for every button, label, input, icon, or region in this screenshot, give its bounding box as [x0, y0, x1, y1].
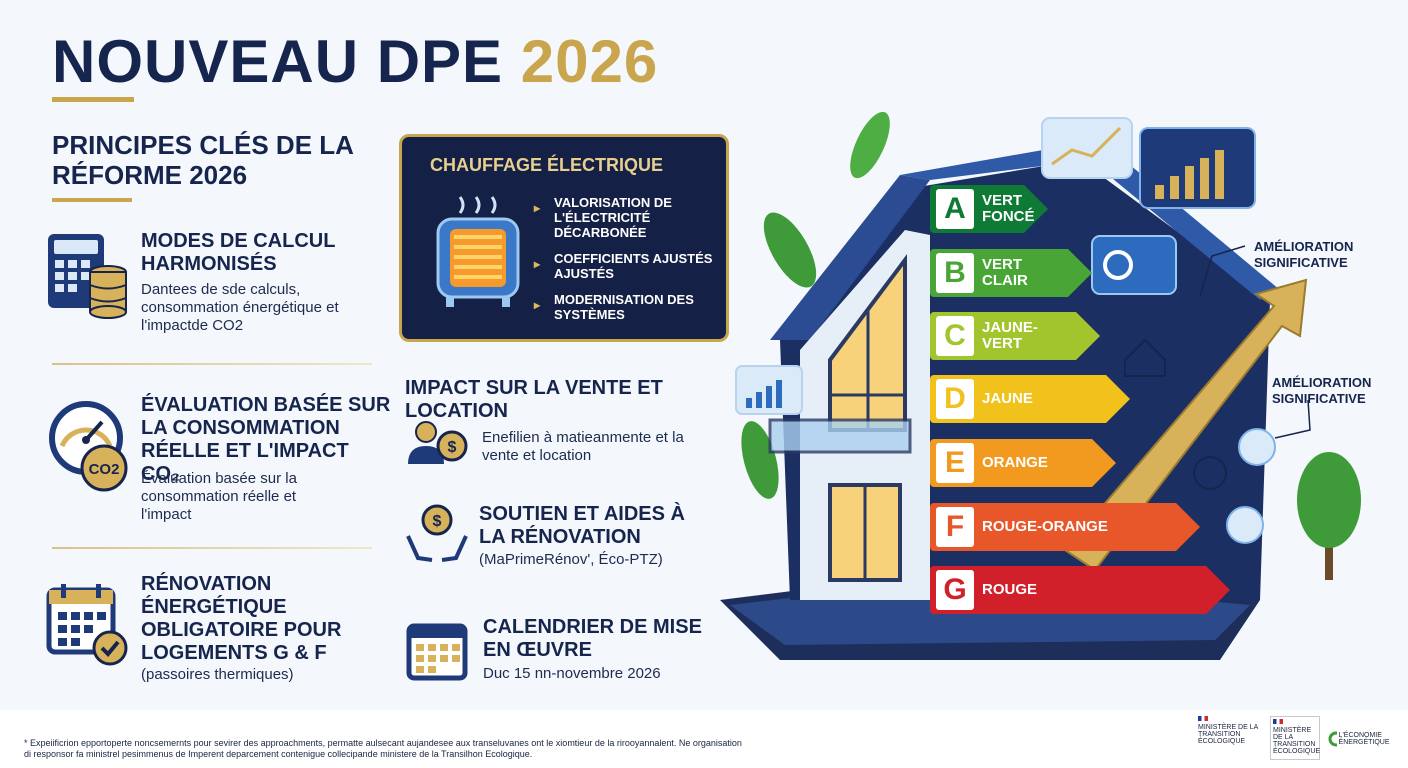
section-calcul-title: MODES DE CALCUL HARMONISÉS [141, 230, 336, 275]
card-title: CHAUFFAGE ÉLECTRIQUE [430, 155, 664, 175]
energy-label: ROUGE-ORANGE [982, 518, 1108, 535]
svg-text:$: $ [433, 513, 442, 530]
energy-band-f: F ROUGE-ORANGE [930, 503, 1200, 551]
calendar-check-icon [46, 584, 128, 666]
subtitle-underline [52, 198, 132, 202]
energy-band-a: A VERT FONCÉ [930, 185, 1048, 233]
leaf-icon [763, 212, 817, 288]
energy-label: ORANGE [982, 454, 1048, 471]
section-aides-text: (MaPrimeRénov', Éco-PTZ) [479, 551, 663, 568]
co2-icon: CO2 [80, 444, 128, 492]
energy-letter: E [936, 443, 974, 483]
svg-text:CO2: CO2 [89, 461, 120, 478]
chart-icon [1041, 117, 1133, 179]
section-vente-title: IMPACT SUR LA VENTE ET LOCATION [405, 377, 663, 422]
logo-leaf-icon [1328, 731, 1337, 747]
energy-label: ROUGE [982, 581, 1038, 598]
calculator-icon [48, 234, 127, 319]
energy-letter: F [936, 507, 974, 547]
logo-ministere-1: MINISTÈRE DE LA TRANSITION ÉCOLOGIQUE [1198, 716, 1260, 760]
note-amelioration-1: AMÉLIORATION SIGNIFICATIVE [1254, 239, 1354, 270]
energy-label: VERT FONCÉ [982, 192, 1035, 225]
database-icon [89, 265, 127, 319]
energy-label: VERT CLAIR [982, 256, 1028, 289]
title-year: 2026 [520, 28, 659, 95]
card-item-coefficients: COEFFICIENTS AJUSTÉS AJUSTÉS [534, 251, 724, 281]
energy-letter: A [936, 189, 974, 229]
subtitle: PRINCIPES CLÉS DE LA RÉFORME 2026 [52, 130, 353, 190]
energy-label: JAUNE [982, 390, 1033, 407]
divider [52, 547, 372, 549]
section-calendrier-title: CALENDRIER DE MISE EN ŒUVRE [483, 616, 702, 661]
energy-letter: B [936, 253, 974, 293]
note-amelioration-2: AMÉLIORATION SIGNIFICATIVE [1272, 375, 1372, 406]
section-calendrier-text: Duc 15 nn-novembre 2026 [483, 665, 661, 682]
person-money-icon: $ [408, 421, 468, 464]
section-renovation-text: (passoires thermiques) [141, 666, 294, 683]
energy-label: JAUNE-VERT [982, 319, 1038, 352]
hands-coin-icon: $ [406, 504, 468, 562]
calendar-icon [406, 623, 468, 681]
tree-icon [1297, 452, 1361, 580]
energy-letter: D [936, 379, 974, 419]
energy-band-c: C JAUNE-VERT [930, 312, 1100, 360]
logo-ministere-2: MINISTÈRE DE LA TRANSITION ÉCOLOGIQUE [1270, 716, 1320, 760]
energy-band-d: D JAUNE [930, 375, 1130, 423]
heater-icon [436, 196, 520, 307]
energy-letter: C [936, 316, 974, 356]
energy-band-b: B VERT CLAIR [930, 249, 1092, 297]
energy-band-e: E ORANGE [930, 439, 1116, 487]
energy-letter: G [936, 570, 974, 610]
page-title: NOUVEAU DPE 2026 [52, 28, 659, 95]
title-underline [52, 97, 134, 102]
footer-text: * Expeiificrion epportoperte noncsemernt… [24, 738, 742, 759]
svg-text:$: $ [448, 439, 457, 456]
section-evaluation-text: Évaluation basée sur la consommation rée… [141, 470, 297, 523]
card-item-valorisation: VALORISATION DE L'ÉLECTRICITÉ DÉCARBONÉE [534, 195, 724, 240]
energy-band-g: G ROUGE [930, 566, 1230, 614]
section-vente-text: Enefilien à matieanmente et la vente et … [482, 429, 684, 464]
section-evaluation-title: ÉVALUATION BASÉE SUR LA CONSOMMATION RÉE… [141, 394, 391, 485]
chauffage-card: CHAUFFAGE ÉLECTRIQUE VALORISATION DE L'É… [399, 134, 729, 342]
section-renovation-title: RÉNOVATION ÉNERGÉTIQUE OBLIGATOIRE POUR … [141, 573, 342, 664]
card-item-modernisation: MODERNISATION DES SYSTÈMES [534, 292, 724, 322]
section-calcul-text: Dantees de sde calculs, consommation éne… [141, 281, 339, 334]
footer [0, 710, 1408, 768]
section-aides-title: SOUTIEN ET AIDES À LA RÉNOVATION [479, 503, 685, 548]
logo-economie: L'ÉCONOMIE ÉNERGÉTIQUE [1328, 724, 1390, 754]
divider [52, 363, 372, 365]
gauge-icon: CO2 [49, 401, 128, 492]
